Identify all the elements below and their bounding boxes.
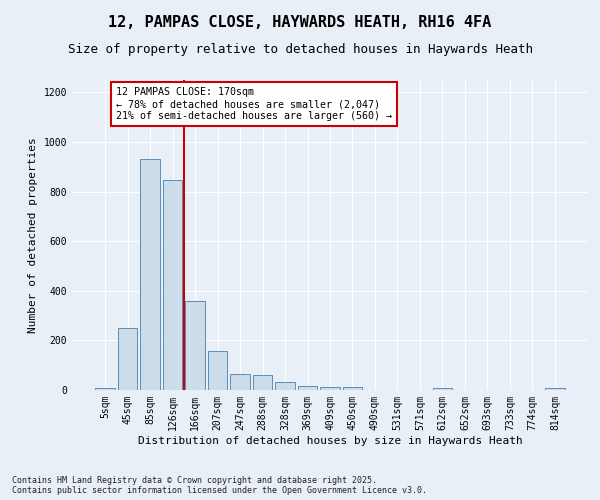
Bar — [208, 351, 227, 390]
Bar — [275, 382, 295, 390]
Text: 12 PAMPAS CLOSE: 170sqm
← 78% of detached houses are smaller (2,047)
21% of semi: 12 PAMPAS CLOSE: 170sqm ← 78% of detache… — [116, 88, 392, 120]
Bar — [298, 386, 317, 390]
Bar — [433, 388, 452, 390]
Text: Contains HM Land Registry data © Crown copyright and database right 2025.
Contai: Contains HM Land Registry data © Crown c… — [12, 476, 427, 495]
Bar — [95, 388, 115, 390]
Bar — [253, 374, 272, 390]
Y-axis label: Number of detached properties: Number of detached properties — [28, 137, 38, 333]
Bar — [545, 388, 565, 390]
Bar — [230, 374, 250, 390]
Bar — [118, 328, 137, 390]
Bar — [320, 387, 340, 390]
Bar — [140, 160, 160, 390]
Bar — [185, 300, 205, 390]
X-axis label: Distribution of detached houses by size in Haywards Heath: Distribution of detached houses by size … — [137, 436, 523, 446]
Bar — [343, 387, 362, 390]
Text: Size of property relative to detached houses in Haywards Heath: Size of property relative to detached ho… — [67, 42, 533, 56]
Bar — [163, 180, 182, 390]
Text: 12, PAMPAS CLOSE, HAYWARDS HEATH, RH16 4FA: 12, PAMPAS CLOSE, HAYWARDS HEATH, RH16 4… — [109, 15, 491, 30]
